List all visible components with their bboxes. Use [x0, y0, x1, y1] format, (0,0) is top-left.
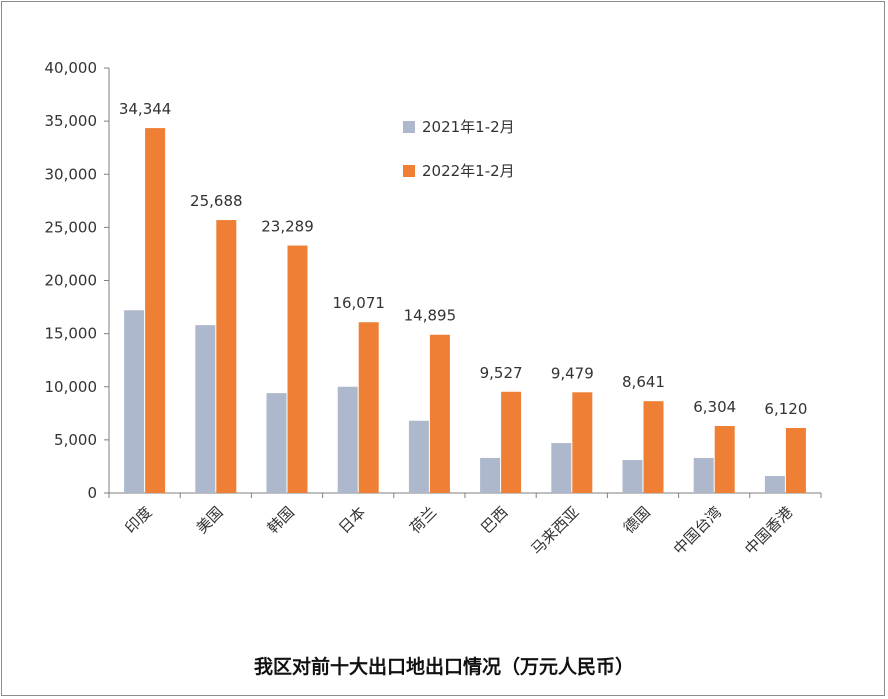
category-label: 美国 — [193, 503, 227, 537]
y-tick-label: 20,000 — [45, 272, 98, 290]
legend-label-2022: 2022年1-2月 — [422, 162, 515, 180]
bar-2021 — [551, 443, 572, 493]
data-label-2022: 34,344 — [119, 100, 172, 118]
y-tick-label: 15,000 — [45, 325, 98, 343]
y-tick-label: 30,000 — [45, 165, 98, 183]
chart-caption: 我区对前十大出口地出口情况（万元人民币） — [253, 656, 634, 678]
legend-swatch-2022 — [403, 165, 415, 177]
bar-2021 — [408, 420, 429, 493]
bar-2022 — [287, 245, 308, 493]
category-label: 中国香港 — [741, 503, 796, 558]
category-label: 德国 — [620, 503, 654, 537]
data-label-2022: 9,527 — [480, 364, 523, 382]
bar-2021 — [266, 393, 287, 493]
y-tick-label: 35,000 — [45, 112, 98, 130]
bar-2022 — [501, 391, 522, 493]
legend-label-2021: 2021年1-2月 — [422, 118, 515, 136]
y-tick-label: 10,000 — [45, 378, 98, 396]
bar-2022 — [785, 427, 806, 493]
bar-2021 — [764, 476, 785, 493]
bar-2021 — [124, 310, 145, 493]
category-label: 日本 — [335, 503, 369, 537]
data-label-2022: 23,289 — [261, 218, 314, 236]
data-label-2022: 6,120 — [764, 400, 807, 418]
y-tick-label: 25,000 — [45, 218, 98, 236]
category-label: 巴西 — [477, 503, 511, 537]
category-label: 中国台湾 — [670, 503, 725, 558]
bar-2022 — [643, 401, 664, 493]
bar-2021 — [480, 457, 501, 493]
data-label-2022: 16,071 — [332, 294, 385, 312]
bar-2022 — [358, 322, 379, 493]
legend-swatch-2021 — [403, 121, 415, 133]
category-label: 印度 — [121, 503, 155, 537]
bar-2022 — [429, 334, 450, 493]
bar-2021 — [622, 460, 643, 493]
bar-2022 — [714, 426, 735, 493]
bar-2021 — [693, 457, 714, 493]
bar-2021 — [337, 386, 358, 493]
bar-2022 — [572, 392, 593, 493]
data-label-2022: 8,641 — [622, 373, 665, 391]
category-label: 荷兰 — [406, 503, 440, 537]
bar-2022 — [216, 220, 237, 493]
data-label-2022: 6,304 — [693, 398, 736, 416]
category-label: 马来西亚 — [527, 503, 582, 558]
data-label-2022: 9,479 — [551, 364, 594, 382]
y-tick-label: 0 — [87, 484, 97, 502]
data-label-2022: 25,688 — [190, 192, 243, 210]
y-tick-label: 5,000 — [54, 431, 97, 449]
data-label-2022: 14,895 — [404, 307, 457, 325]
bar-2021 — [195, 325, 216, 493]
category-label: 韩国 — [264, 503, 298, 537]
y-tick-label: 40,000 — [45, 59, 98, 77]
bar-2022 — [145, 128, 166, 493]
